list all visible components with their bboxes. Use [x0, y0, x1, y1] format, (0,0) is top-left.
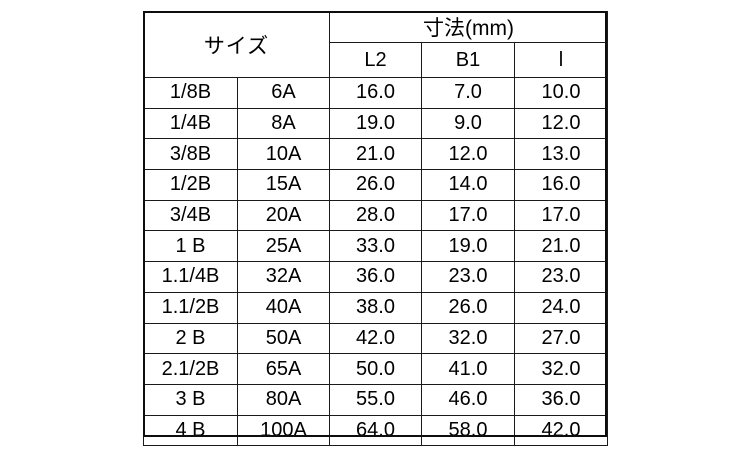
- cell-size-a: 40A: [237, 291, 330, 324]
- header-dimension: 寸法(mm): [328, 11, 609, 43]
- cell-l: 16.0: [513, 169, 609, 201]
- cell-size-a: 25A: [237, 230, 330, 263]
- cell-size-b: 1/4B: [143, 107, 238, 140]
- table-row: 3/8B 10A 21.0 12.0 13.0: [143, 138, 609, 171]
- cell-b1: 17.0: [421, 199, 515, 232]
- cell-l: 21.0: [513, 230, 609, 263]
- cell-size-b: 2 B: [143, 322, 238, 355]
- cell-size-b: 1.1/4B: [143, 261, 238, 293]
- cell-l: 10.0: [513, 77, 609, 109]
- cell-size-b: 1 B: [143, 230, 238, 263]
- cell-b1: 26.0: [421, 291, 515, 324]
- header-sub-l2: L2: [329, 42, 422, 78]
- cell-l2: 19.0: [329, 107, 422, 140]
- table-row: 1.1/2B 40A 38.0 26.0 24.0: [143, 291, 609, 324]
- cell-size-a: 32A: [237, 261, 330, 293]
- table-row: 2 B 50A 42.0 32.0 27.0: [143, 322, 609, 355]
- header-row-sub: L2 B1 l: [144, 42, 609, 78]
- cell-size-b: 3/4B: [143, 199, 238, 232]
- table-row: 2.1/2B 65A 50.0 41.0 32.0: [143, 353, 609, 385]
- cell-b1: 12.0: [421, 138, 515, 171]
- cell-size-a: 10A: [237, 138, 330, 171]
- header-size: サイズ: [143, 11, 330, 78]
- cell-size-a: 80A: [237, 383, 330, 416]
- cell-b1: 41.0: [421, 353, 515, 385]
- cell-l: 36.0: [513, 383, 609, 416]
- cell-b1: 23.0: [421, 261, 515, 293]
- header-sub-l: l: [513, 42, 609, 78]
- cell-l2: 38.0: [329, 291, 422, 324]
- cell-size-a: 8A: [237, 107, 330, 140]
- table-row: 3 B 80A 55.0 46.0 36.0: [143, 383, 609, 416]
- table-row: 3/4B 20A 28.0 17.0 17.0: [143, 199, 609, 232]
- dimension-spec-table: サイズ 寸法(mm) L2 B1 l 1/8B 6A 16.0 7.0 10.0 1/4B…: [143, 11, 609, 447]
- cell-l2: 50.0: [329, 353, 422, 385]
- table-header: サイズ 寸法(mm) L2 B1 l: [143, 11, 609, 78]
- cell-size-b: 3 B: [143, 383, 238, 416]
- cell-l: 42.0: [513, 414, 609, 447]
- table-row: 1/8B 6A 16.0 7.0 10.0: [143, 77, 609, 109]
- cell-l2: 33.0: [329, 230, 422, 263]
- cell-b1: 14.0: [421, 169, 515, 201]
- table-row: 1.1/4B 32A 36.0 23.0 23.0: [143, 261, 609, 293]
- table-row: 1/4B 8A 19.0 9.0 12.0: [143, 107, 609, 140]
- cell-size-a: 100A: [237, 414, 330, 447]
- cell-l: 24.0: [513, 291, 609, 324]
- cell-b1: 58.0: [421, 414, 515, 447]
- spec-table-container: サイズ 寸法(mm) L2 B1 l 1/8B 6A 16.0 7.0 10.0 1/4B…: [143, 11, 609, 447]
- cell-size-a: 6A: [237, 77, 330, 109]
- cell-b1: 32.0: [421, 322, 515, 355]
- cell-b1: 19.0: [421, 230, 515, 263]
- cell-size-a: 20A: [237, 199, 330, 232]
- cell-size-b: 1/2B: [143, 169, 238, 201]
- cell-l2: 21.0: [329, 138, 422, 171]
- cell-l: 17.0: [513, 199, 609, 232]
- cell-l2: 26.0: [329, 169, 422, 201]
- table-body: 1/8B 6A 16.0 7.0 10.0 1/4B 8A 19.0 9.0 12.0 3/8B 10…: [143, 77, 609, 447]
- cell-size-b: 2.1/2B: [143, 353, 238, 385]
- cell-l2: 36.0: [329, 261, 422, 293]
- cell-size-b: 4 B: [143, 414, 238, 447]
- cell-size-b: 3/8B: [143, 138, 238, 171]
- cell-b1: 7.0: [421, 77, 515, 109]
- cell-l: 27.0: [513, 322, 609, 355]
- cell-l: 23.0: [513, 261, 609, 293]
- cell-l: 32.0: [513, 353, 609, 385]
- cell-size-b: 1/8B: [143, 77, 238, 109]
- header-sub-b1: B1: [421, 42, 515, 78]
- cell-size-a: 65A: [237, 353, 330, 385]
- cell-l2: 28.0: [329, 199, 422, 232]
- table-row: 1/2B 15A 26.0 14.0 16.0: [143, 169, 609, 201]
- cell-size-a: 15A: [237, 169, 330, 201]
- table-row: 4 B 100A 64.0 58.0 42.0: [143, 414, 609, 447]
- cell-size-a: 50A: [237, 322, 330, 355]
- header-row-top: サイズ 寸法(mm): [143, 11, 609, 78]
- cell-l2: 55.0: [329, 383, 422, 416]
- table-row: 1 B 25A 33.0 19.0 21.0: [143, 230, 609, 263]
- cell-l: 12.0: [513, 107, 609, 140]
- cell-l2: 64.0: [329, 414, 422, 447]
- cell-b1: 9.0: [421, 107, 515, 140]
- cell-b1: 46.0: [421, 383, 515, 416]
- cell-l2: 42.0: [329, 322, 422, 355]
- cell-l2: 16.0: [329, 77, 422, 109]
- cell-l: 13.0: [513, 138, 609, 171]
- cell-size-b: 1.1/2B: [143, 291, 238, 324]
